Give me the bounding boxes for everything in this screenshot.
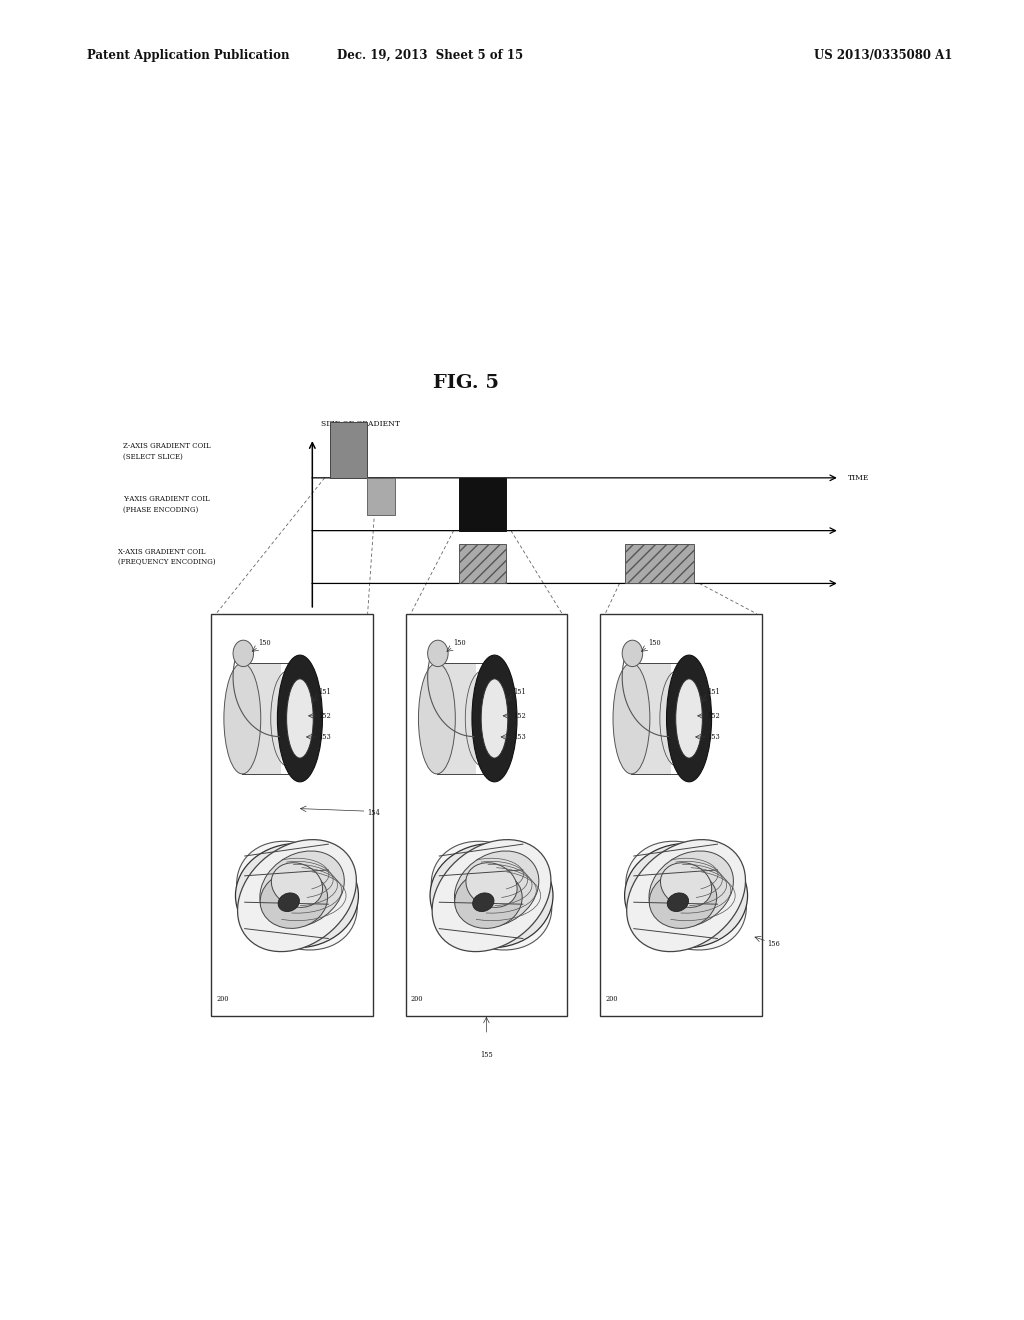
- Text: 153: 153: [513, 733, 525, 741]
- Bar: [406, 614, 567, 1016]
- Circle shape: [233, 640, 254, 667]
- Ellipse shape: [613, 663, 650, 774]
- Bar: [625, 544, 694, 583]
- Bar: [632, 663, 671, 774]
- Text: 151: 151: [513, 688, 525, 696]
- Ellipse shape: [481, 678, 508, 758]
- Ellipse shape: [649, 871, 717, 928]
- Ellipse shape: [625, 843, 748, 948]
- Ellipse shape: [472, 655, 517, 781]
- Ellipse shape: [676, 678, 702, 758]
- Text: 152: 152: [513, 711, 525, 719]
- Ellipse shape: [419, 663, 456, 774]
- Ellipse shape: [455, 871, 522, 928]
- Bar: [367, 478, 395, 515]
- Text: 200: 200: [605, 995, 617, 1003]
- Ellipse shape: [466, 863, 517, 907]
- Ellipse shape: [224, 663, 261, 774]
- Bar: [330, 422, 367, 478]
- Ellipse shape: [430, 843, 553, 948]
- Bar: [243, 663, 282, 774]
- Text: 200: 200: [411, 995, 423, 1003]
- Text: 156: 156: [767, 940, 779, 948]
- Text: 151: 151: [708, 688, 720, 696]
- Text: 150: 150: [259, 639, 271, 647]
- Bar: [211, 614, 373, 1016]
- Ellipse shape: [238, 840, 356, 952]
- Ellipse shape: [260, 871, 328, 928]
- Ellipse shape: [236, 843, 358, 948]
- Text: TIME: TIME: [848, 474, 869, 482]
- Text: 150: 150: [454, 639, 466, 647]
- Ellipse shape: [668, 892, 688, 912]
- Ellipse shape: [287, 678, 313, 758]
- Text: 150: 150: [648, 639, 660, 647]
- Ellipse shape: [667, 655, 712, 781]
- Text: Dec. 19, 2013  Sheet 5 of 15: Dec. 19, 2013 Sheet 5 of 15: [337, 49, 523, 62]
- Text: FIG. 5: FIG. 5: [433, 374, 499, 392]
- Bar: [459, 544, 506, 583]
- Text: X-AXIS GRADIENT COIL
(FREQUENCY ENCODING): X-AXIS GRADIENT COIL (FREQUENCY ENCODING…: [118, 548, 215, 566]
- Bar: [459, 478, 506, 531]
- Text: 152: 152: [318, 711, 331, 719]
- Ellipse shape: [660, 863, 712, 907]
- Text: 152: 152: [708, 711, 720, 719]
- Bar: [437, 663, 476, 774]
- Text: 151: 151: [318, 688, 331, 696]
- Text: Patent Application Publication: Patent Application Publication: [87, 49, 290, 62]
- Ellipse shape: [279, 892, 299, 912]
- Ellipse shape: [455, 851, 539, 927]
- Text: 153: 153: [708, 733, 720, 741]
- Ellipse shape: [278, 655, 323, 781]
- Text: Y-AXIS GRADIENT COIL
(PHASE ENCODING): Y-AXIS GRADIENT COIL (PHASE ENCODING): [123, 495, 210, 513]
- Text: 200: 200: [216, 995, 228, 1003]
- Text: 155: 155: [480, 1051, 493, 1059]
- Bar: [600, 614, 762, 1016]
- Ellipse shape: [626, 841, 746, 950]
- Text: SIZE OF GRADIENT: SIZE OF GRADIENT: [321, 420, 399, 428]
- Ellipse shape: [271, 863, 323, 907]
- Circle shape: [623, 640, 643, 667]
- Ellipse shape: [649, 851, 733, 927]
- Ellipse shape: [432, 840, 551, 952]
- Ellipse shape: [473, 892, 494, 912]
- Ellipse shape: [431, 841, 552, 950]
- Text: 153: 153: [318, 733, 331, 741]
- Text: US 2013/0335080 A1: US 2013/0335080 A1: [814, 49, 952, 62]
- Text: 154: 154: [368, 809, 381, 817]
- Ellipse shape: [237, 841, 357, 950]
- Text: Z-AXIS GRADIENT COIL
(SELECT SLICE): Z-AXIS GRADIENT COIL (SELECT SLICE): [123, 442, 211, 461]
- Ellipse shape: [260, 851, 344, 927]
- Circle shape: [428, 640, 449, 667]
- Ellipse shape: [627, 840, 745, 952]
